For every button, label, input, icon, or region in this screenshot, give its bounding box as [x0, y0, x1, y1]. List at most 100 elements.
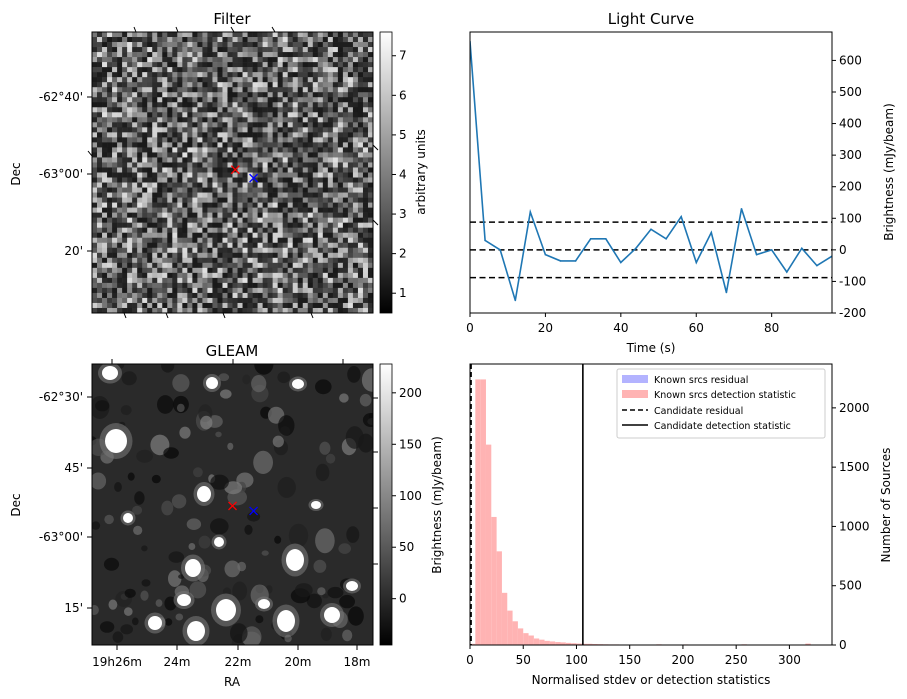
filter-pixel [337, 172, 344, 178]
filter-pixel [142, 232, 148, 239]
filter-pixel [117, 242, 123, 249]
filter-pixel [197, 82, 203, 88]
filter-pixel [172, 277, 178, 284]
filter-pixel [92, 127, 98, 133]
filter-pixel [167, 187, 173, 193]
gleam-blob [210, 518, 229, 535]
filter-pixel [327, 127, 334, 133]
filter-pixel [187, 222, 193, 228]
filter-pixel [322, 217, 329, 223]
filter-pixel [277, 37, 283, 43]
filter-pixel [107, 127, 113, 133]
hist-bar [496, 551, 502, 645]
filter-pixel [152, 132, 158, 138]
filter-pixel [267, 272, 273, 279]
filter-pixel [212, 242, 218, 249]
filter-pixel [352, 247, 359, 254]
filter-pixel [287, 177, 294, 183]
filter-pixel [282, 77, 288, 83]
filter-pixel [367, 87, 373, 93]
filter-pixel [217, 302, 223, 309]
filter-pixel [97, 57, 103, 63]
filter-pixel [342, 52, 349, 58]
filter-pixel [272, 217, 278, 223]
filter-pixel [327, 62, 334, 68]
filter-pixel [292, 87, 299, 93]
gleam-blob [168, 551, 185, 563]
filter-pixel [137, 87, 143, 93]
filter-pixel [277, 207, 283, 213]
filter-pixel [197, 162, 203, 168]
filter-pixel [162, 142, 168, 148]
filter-pixel [222, 227, 228, 234]
filter-pixel [267, 247, 273, 254]
filter-pixel [317, 247, 324, 254]
filter-pixel [152, 237, 158, 244]
filter-pixel [172, 32, 178, 38]
filter-pixel [142, 237, 148, 244]
filter-pixel [262, 147, 268, 153]
filter-pixel [202, 57, 208, 63]
filter-pixel [247, 42, 253, 48]
filter-pixel [282, 277, 288, 284]
filter-pixel [312, 42, 319, 48]
filter-pixel [362, 207, 369, 213]
filter-pixel [182, 177, 188, 183]
filter-pixel [112, 87, 118, 93]
filter-pixel [297, 52, 304, 58]
filter-pixel [192, 62, 198, 68]
filter-pixel [217, 142, 223, 148]
filter-pixel [337, 207, 344, 213]
filter-pixel [352, 197, 359, 203]
filter-pixel [132, 132, 138, 138]
filter-pixel [142, 207, 148, 213]
filter-pixel [267, 117, 273, 123]
colorbar-tick-label: 150 [399, 437, 422, 451]
filter-pixel [102, 32, 108, 38]
gleam-blob [274, 535, 282, 544]
filter-pixel [162, 307, 168, 313]
filter-pixel [262, 122, 268, 128]
filter-pixel [92, 177, 98, 183]
filter-pixel [277, 87, 283, 93]
filter-pixel [167, 52, 173, 58]
filter-pixel [147, 37, 153, 43]
filter-pixel [277, 252, 283, 259]
filter-pixel [257, 307, 263, 313]
filter-pixel [92, 52, 98, 58]
filter-pixel [307, 62, 314, 68]
filter-pixel [132, 67, 138, 73]
filter-pixel [227, 97, 233, 103]
filter-pixel [177, 42, 183, 48]
filter-pixel [307, 227, 314, 234]
filter-pixel [342, 172, 349, 178]
filter-pixel [227, 232, 233, 239]
filter-pixel [187, 197, 193, 203]
light-curve-point [665, 238, 667, 240]
filter-pixel [232, 147, 238, 153]
filter-pixel [132, 42, 138, 48]
filter-pixel [287, 132, 294, 138]
filter-pixel [312, 282, 319, 289]
filter-pixel [137, 287, 143, 294]
filter-pixel [147, 242, 153, 249]
filter-pixel [182, 112, 188, 118]
filter-pixel [252, 117, 258, 123]
filter-pixel [227, 47, 233, 53]
filter-pixel [207, 102, 213, 108]
filter-pixel [137, 117, 143, 123]
filter-pixel [242, 152, 248, 158]
filter-pixel [317, 82, 324, 88]
filter-pixel [247, 67, 253, 73]
filter-pixel [227, 77, 233, 83]
filter-pixel [207, 247, 213, 254]
filter-pixel [337, 242, 344, 249]
filter-pixel [287, 127, 294, 133]
filter-pixel [212, 297, 218, 304]
filter-pixel [157, 187, 163, 193]
filter-pixel [152, 207, 158, 213]
filter-pixel [362, 137, 369, 143]
filter-pixel [227, 187, 233, 193]
filter-pixel [257, 287, 263, 294]
filter-pixel [147, 137, 153, 143]
